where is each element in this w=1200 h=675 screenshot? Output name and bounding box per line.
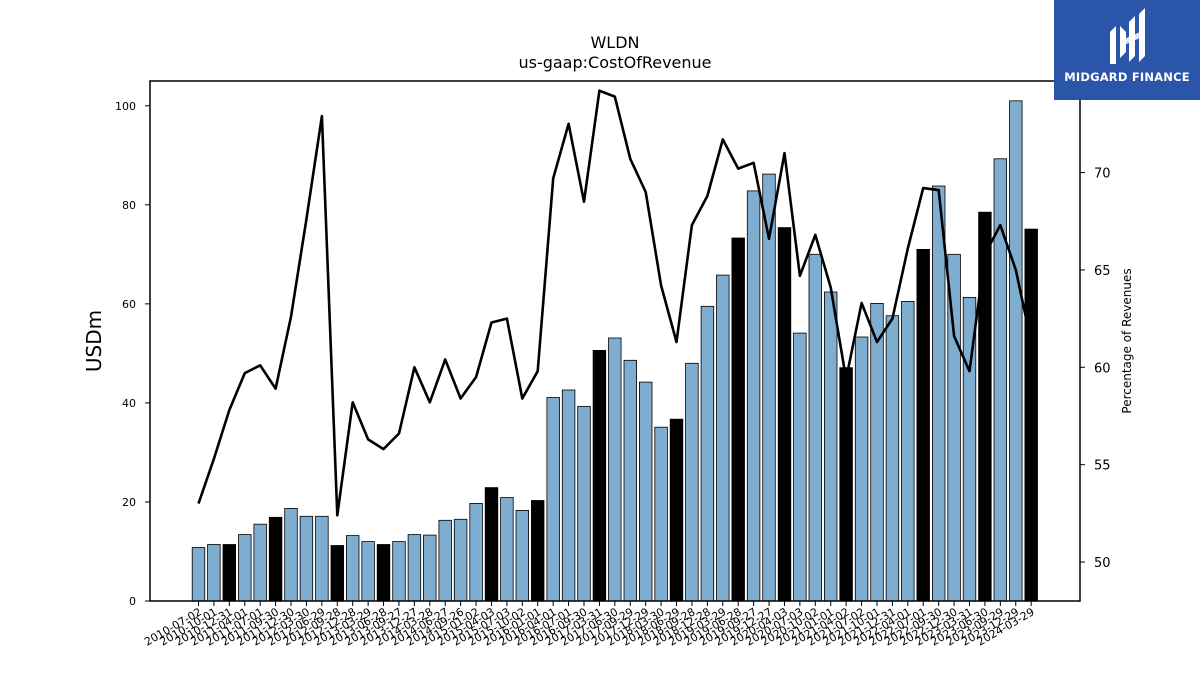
- bar: [253, 523, 267, 602]
- y2-tick-label: 60: [1094, 361, 1111, 376]
- bar: [469, 502, 483, 602]
- bar: [438, 519, 452, 602]
- bar: [577, 405, 591, 602]
- bar: [546, 397, 560, 602]
- y-tick-label: 80: [122, 199, 136, 212]
- bar: [345, 535, 360, 602]
- y-axis-label: USDm: [82, 310, 106, 372]
- percentage-line: [197, 89, 1033, 517]
- bar: [561, 389, 576, 602]
- bar: [191, 547, 206, 602]
- bar: [1024, 228, 1038, 602]
- y2-tick-label: 55: [1094, 459, 1111, 474]
- bar: [639, 381, 653, 602]
- bar: [654, 426, 668, 602]
- bar: [207, 544, 221, 602]
- bar: [515, 509, 530, 602]
- bar: [268, 516, 283, 602]
- chart-title: WLDN: [590, 33, 639, 52]
- bar: [592, 349, 607, 602]
- bar: [716, 274, 730, 602]
- bar: [932, 185, 946, 602]
- bar: [623, 359, 638, 602]
- bar: [361, 541, 375, 602]
- bar: [916, 248, 930, 602]
- bar: [484, 487, 499, 602]
- y-tick-label: 60: [122, 298, 136, 311]
- y2-axis-label: Percentage of Revenues: [1120, 268, 1134, 413]
- bar: [731, 237, 745, 602]
- bar: [392, 541, 406, 602]
- bar: [901, 300, 915, 602]
- bar: [777, 227, 792, 602]
- chart-subtitle: us-gaap:CostOfRevenue: [518, 53, 711, 72]
- bar: [978, 211, 992, 602]
- y-tick-label: 0: [129, 595, 136, 608]
- midgard-logo-icon: [1110, 8, 1145, 64]
- bar: [700, 305, 715, 602]
- bar: [284, 507, 298, 602]
- y-tick-label: 20: [122, 496, 136, 509]
- bar: [685, 362, 699, 602]
- bar: [885, 315, 900, 602]
- y2-tick-label: 65: [1094, 264, 1111, 279]
- bar: [531, 500, 545, 602]
- bar: [808, 253, 823, 602]
- bar: [854, 336, 869, 602]
- y2-tick-label: 70: [1094, 167, 1111, 182]
- bar: [793, 332, 807, 602]
- bar: [238, 534, 252, 602]
- bar: [376, 544, 391, 602]
- bar: [839, 367, 853, 602]
- bar: [407, 534, 422, 602]
- bar: [870, 302, 884, 602]
- bar: [453, 518, 468, 602]
- bar: [222, 544, 237, 602]
- y2-tick-label: 50: [1094, 556, 1111, 571]
- bar: [330, 545, 345, 602]
- bar: [315, 515, 329, 602]
- bar: [1009, 100, 1023, 602]
- y-tick-label: 40: [122, 397, 136, 410]
- bar: [500, 497, 514, 602]
- bar: [669, 418, 684, 602]
- bar: [746, 190, 761, 602]
- brand-name: MIDGARD FINANCE: [1064, 70, 1190, 84]
- brand-logo: MIDGARD FINANCE: [1054, 0, 1200, 100]
- y-tick-label: 100: [115, 100, 136, 113]
- bar: [299, 515, 314, 602]
- bar: [824, 291, 838, 602]
- bar: [608, 337, 622, 602]
- bar: [423, 534, 437, 602]
